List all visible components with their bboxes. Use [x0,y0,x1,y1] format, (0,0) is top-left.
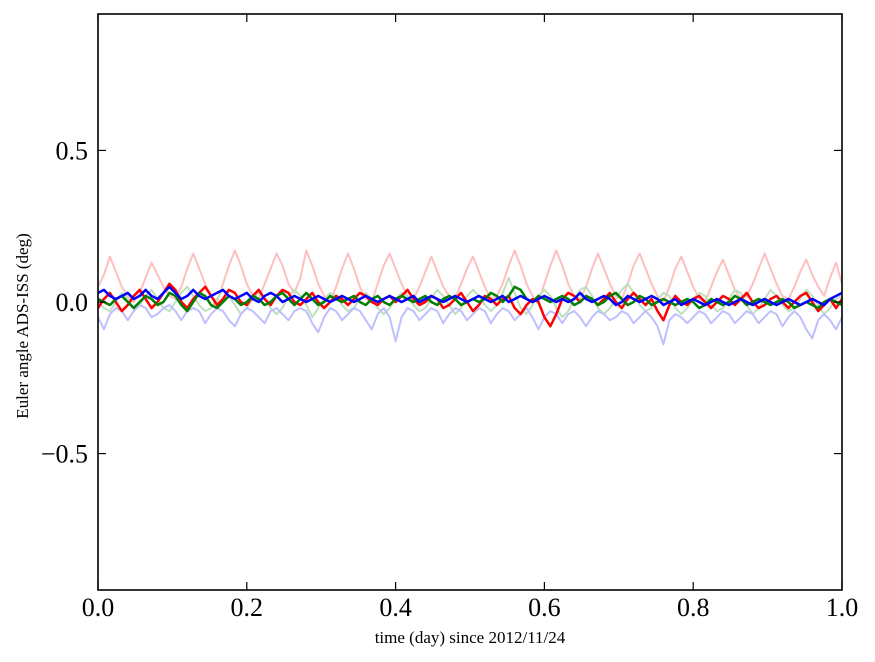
series-layer [98,249,842,346]
series-line-4 [98,282,842,328]
x-tick-label: 0.2 [231,593,264,622]
series-line-3 [98,304,842,346]
y-tick-label: 0.5 [56,136,89,165]
tick-layer: 0.0 0.2 0.4 0.6 0.8 1.0 0.5 0.0 −0.5 [41,14,858,622]
y-tick-label: −0.5 [41,440,88,469]
x-tick-label: 1.0 [826,593,859,622]
x-tick-label: 0.4 [379,593,412,622]
y-axis-label: Euler angle ADS-ISS (deg) [13,233,32,419]
x-tick-label: 0.8 [677,593,710,622]
y-tick-label: 0.0 [56,288,89,317]
x-tick-label: 0.0 [82,593,115,622]
series-line-1 [98,249,842,303]
x-tick-label: 0.6 [528,593,561,622]
x-axis-label: time (day) since 2012/11/24 [375,628,566,647]
series-line-6 [98,285,842,307]
